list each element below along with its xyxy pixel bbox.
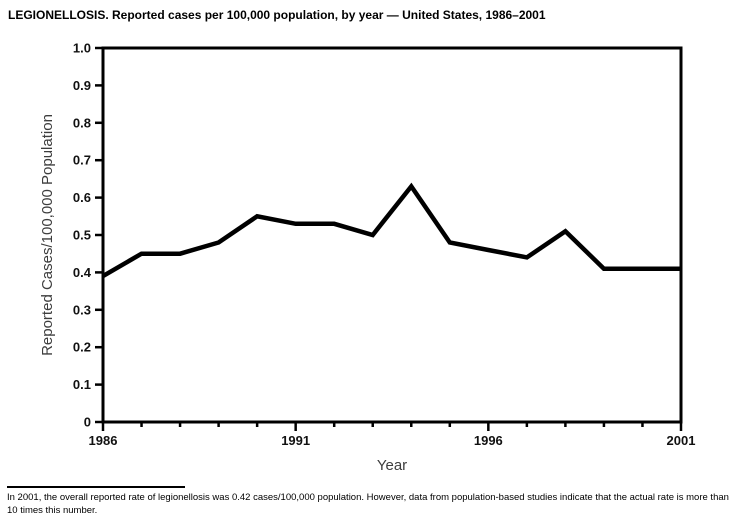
y-tick-label: 0.6	[73, 190, 91, 205]
x-tick-label: 1996	[474, 433, 503, 448]
y-tick-label: 0.9	[73, 78, 91, 93]
y-tick-label: 0.5	[73, 228, 91, 243]
y-tick-label: 1.0	[73, 41, 91, 56]
x-axis-title: Year	[377, 457, 407, 474]
footnote-text: In 2001, the overall reported rate of le…	[7, 492, 729, 516]
y-axis-ticks: 0 0.1 0.2 0.3 0.4 0.5 0.6 0.7 0.8 0.9 1.0	[73, 41, 103, 430]
x-axis-ticks: 1986 1991 1996 2001	[89, 422, 696, 448]
y-tick-label: 0	[84, 415, 91, 430]
plot-border	[101, 46, 683, 424]
chart-title: LEGIONELLOSIS. Reported cases per 100,00…	[8, 8, 546, 22]
y-tick-label: 0.8	[73, 115, 91, 130]
line-chart: 0 0.1 0.2 0.3 0.4 0.5 0.6 0.7 0.8 0.9 1.0 1986 1991…	[39, 41, 696, 475]
y-tick-label: 0.1	[73, 377, 91, 392]
x-tick-label: 2001	[667, 433, 696, 448]
data-line-reported-cases	[101, 182, 681, 279]
plot-frame	[101, 46, 683, 424]
y-tick-label: 0.4	[73, 265, 92, 280]
x-tick-label: 1986	[89, 433, 118, 448]
y-tick-label: 0.3	[73, 302, 91, 317]
y-tick-label: 0.2	[73, 340, 91, 355]
y-axis-title: Reported Cases/100,000 Population	[39, 114, 56, 356]
y-tick-label: 0.7	[73, 153, 91, 168]
footnote-divider	[7, 486, 185, 488]
x-tick-label: 1991	[281, 433, 310, 448]
